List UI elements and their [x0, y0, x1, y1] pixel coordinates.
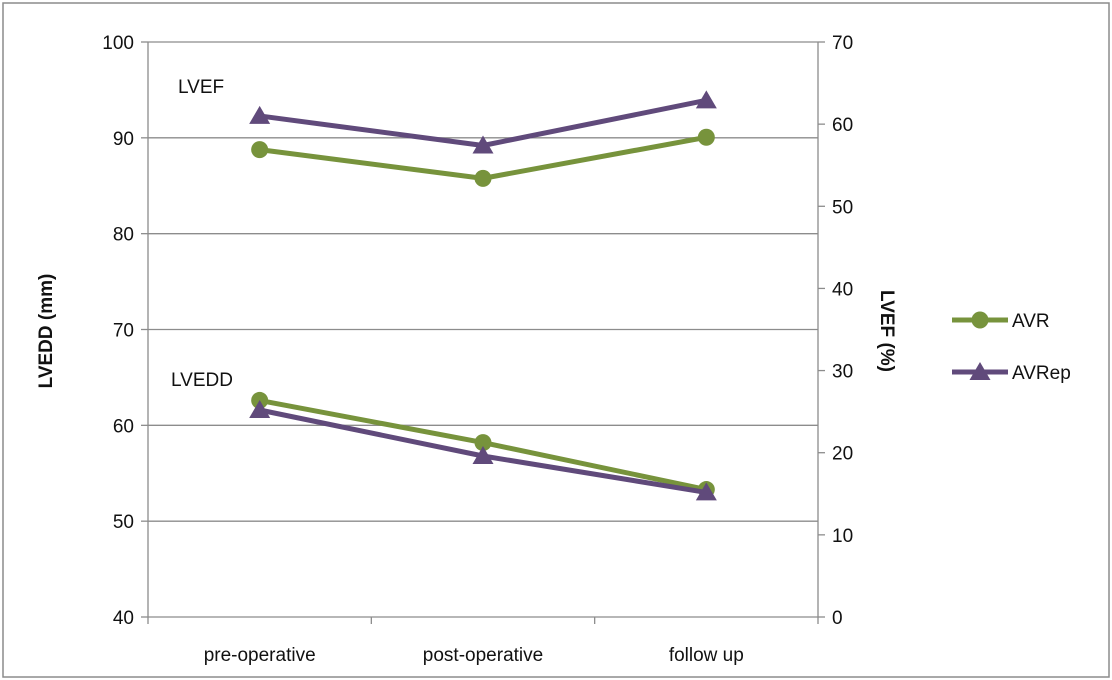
left-tick-label: 70 [113, 321, 134, 342]
right-axis-ticks: 0 10 20 30 40 50 60 70 [818, 33, 853, 629]
left-axis-title: LVEDD (mm) [36, 274, 57, 389]
left-tick-label: 80 [113, 225, 134, 246]
right-tick-label: 0 [832, 608, 843, 629]
right-tick-label: 20 [832, 444, 853, 465]
data-point-circle [474, 169, 492, 187]
right-axis-title: LVEF (%) [876, 290, 897, 372]
annotation-lvedd: LVEDD [171, 370, 233, 391]
x-axis-ticks: pre-operative post-operative follow up [147, 617, 819, 666]
series-layer [249, 90, 717, 501]
series-avr-lvef [251, 128, 715, 187]
legend: AVR AVRep [952, 311, 1071, 384]
annotation-lvef: LVEF [178, 77, 224, 98]
left-tick-label: 100 [102, 33, 134, 54]
series-avrep-lvedd [249, 400, 717, 501]
right-tick-label: 70 [832, 33, 853, 54]
data-point-circle [474, 434, 492, 452]
right-tick-label: 10 [832, 526, 853, 547]
right-tick-label: 50 [832, 197, 853, 218]
legend-label: AVRep [1012, 363, 1071, 384]
right-tick-label: 40 [832, 279, 853, 300]
data-point-triangle [695, 482, 717, 501]
legend-item-avrep: AVRep [952, 362, 1071, 384]
data-point-circle [697, 128, 715, 146]
series-avrep-lvef [249, 90, 717, 154]
left-tick-label: 40 [113, 608, 134, 629]
data-point-triangle [472, 135, 494, 154]
x-tick-label: post-operative [423, 645, 543, 666]
x-tick-label: follow up [669, 645, 744, 666]
data-point-circle [251, 141, 269, 159]
data-point-circle [971, 311, 989, 329]
data-point-triangle [249, 400, 271, 418]
right-tick-label: 60 [832, 115, 853, 136]
x-tick-label: pre-operative [204, 645, 316, 666]
legend-label: AVR [1012, 311, 1050, 332]
left-tick-label: 60 [113, 416, 134, 437]
left-tick-label: 90 [113, 129, 134, 150]
data-point-triangle [969, 362, 991, 380]
data-point-triangle [249, 105, 271, 124]
data-point-triangle [695, 90, 717, 109]
right-tick-label: 30 [832, 362, 853, 383]
left-tick-label: 50 [113, 512, 134, 533]
data-point-triangle [472, 446, 494, 464]
legend-item-avr: AVR [952, 311, 1050, 332]
left-axis-ticks: 40 50 60 70 80 90 100 [102, 33, 148, 629]
